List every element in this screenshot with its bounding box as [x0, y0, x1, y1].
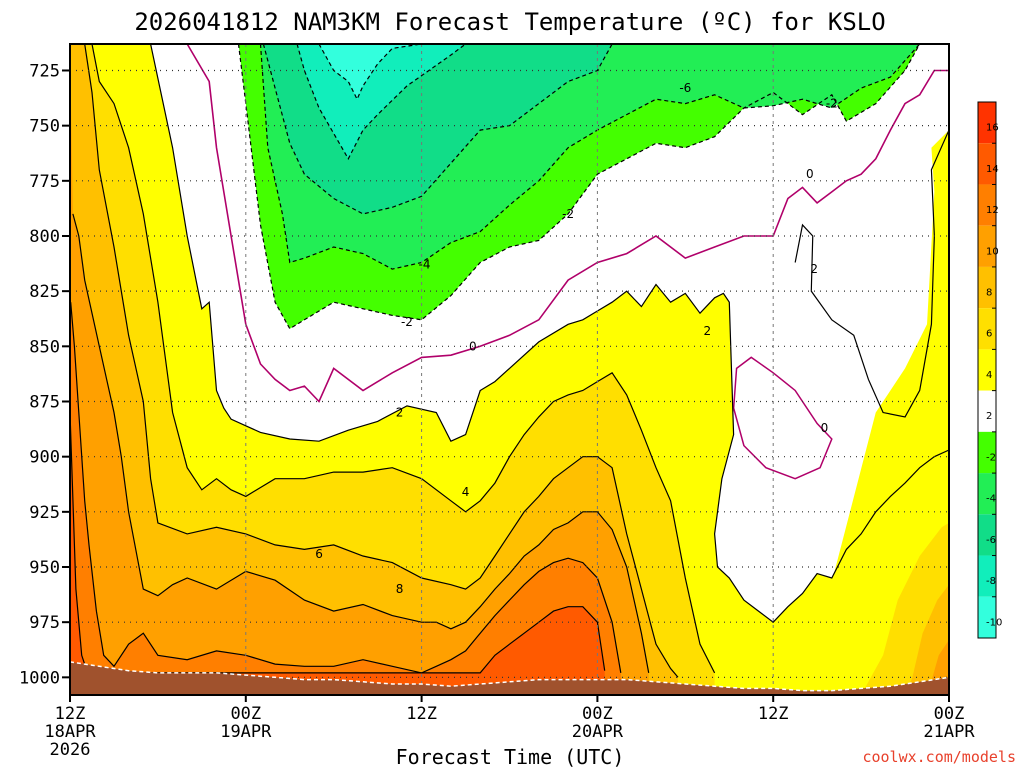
- contour-label: 2: [703, 324, 711, 338]
- colorbar-swatch: [978, 308, 996, 350]
- contour-line-6: [84, 44, 679, 678]
- x-tick-label: 20APR: [572, 722, 624, 742]
- surface-edge: [70, 661, 949, 692]
- colorbar-tick-label: 12: [986, 205, 999, 216]
- contour-line--10: [318, 44, 422, 101]
- contour-line-12: [70, 412, 606, 674]
- colorbar-frame: [977, 101, 997, 639]
- contour-zero-loop: [732, 356, 833, 480]
- x-tick-label: 00Z: [582, 704, 613, 724]
- colorbar-tick-label: -4: [986, 494, 996, 505]
- contour-label: -6: [679, 81, 691, 95]
- contour-line--8: [296, 44, 481, 161]
- y-tick-label: 750: [29, 117, 60, 137]
- x-tick-label: 12Z: [55, 704, 86, 724]
- chart-title: 2026041812 NAM3KM Forecast Temperature (…: [134, 8, 885, 36]
- colorbar-swatch: [978, 431, 996, 474]
- contour-label: 6: [315, 547, 323, 561]
- colorbar-tick-label: -6: [986, 535, 996, 546]
- ground-surface: [70, 661, 949, 695]
- contour-label: 8: [396, 582, 404, 596]
- colorbar-swatch: [978, 514, 996, 556]
- contour-label: 2: [396, 406, 404, 420]
- colorbar-swatch: [978, 143, 996, 185]
- contour-line-8: [72, 213, 650, 674]
- contour-line--6: [262, 44, 613, 215]
- contour-2-right: [794, 129, 949, 418]
- colorbar-tick-label: 16: [986, 123, 999, 134]
- colorbar-swatch: [978, 266, 996, 309]
- contour-line--4: [259, 44, 921, 270]
- y-tick-label: 875: [29, 392, 60, 412]
- x-tick-label: 12Z: [758, 704, 789, 724]
- colorbar-swatch: [978, 473, 996, 515]
- colorbar-tick-label: 14: [986, 164, 999, 175]
- x-tick-label: 18APR: [44, 722, 96, 742]
- contour-label: 0: [806, 167, 814, 181]
- contour-label: 2: [810, 262, 818, 276]
- region-12: [70, 412, 605, 695]
- y-axis: 725 750 775 800 825 850 875 900 925 950 975 1000: [19, 61, 70, 688]
- y-tick-label: 925: [29, 503, 60, 523]
- x-tick-label: 00Z: [934, 704, 965, 724]
- contour-line-0: [186, 44, 949, 403]
- contour-line-2: [150, 44, 949, 624]
- region-6: [70, 44, 678, 695]
- colorbar-swatch: [978, 555, 996, 597]
- colorbar-swatch: [978, 390, 996, 432]
- contour-label: 4: [462, 485, 470, 499]
- y-tick-label: 825: [29, 282, 60, 302]
- contour-label: 0: [821, 421, 829, 435]
- contour-line-10: [70, 302, 622, 674]
- contour-label: -2: [826, 97, 838, 111]
- colorbar-tick-label: 4: [986, 370, 992, 381]
- contour-line-4: [91, 44, 716, 674]
- y-tick-label: 775: [29, 172, 60, 192]
- region--10: [319, 44, 422, 100]
- x-tick-label: 21APR: [923, 722, 975, 742]
- colorbar-tick-label: 8: [986, 287, 992, 298]
- colorbar-swatch: [978, 596, 996, 638]
- colorbar-swatch: [978, 184, 996, 226]
- colorbar: 16 14 12 10 8 6 4 2 -2 -4 -6 -8 -10: [977, 101, 1002, 639]
- colorbar-tick-label: 10: [986, 246, 999, 257]
- contour-label: -4: [419, 258, 431, 272]
- y-tick-label: 725: [29, 61, 60, 81]
- region-right-yellow: [802, 130, 949, 695]
- colorbar-tick-label: 2: [986, 411, 992, 422]
- contour-label: 0: [469, 339, 477, 353]
- contour-label-layer: -6 -2 0 -2 -4 -2 0 2 2 2 0 4 6 8: [315, 81, 838, 596]
- y-tick-label: 1000: [19, 668, 60, 688]
- contour-label: -2: [401, 315, 413, 329]
- y-tick-label: 975: [29, 613, 60, 633]
- colorbar-tick-label: 6: [986, 329, 992, 340]
- y-tick-label: 850: [29, 337, 60, 357]
- colorbar-swatch: [978, 102, 996, 144]
- x-tick-label: 12Z: [406, 704, 437, 724]
- plot-frame: [69, 43, 950, 696]
- y-tick-label: 950: [29, 558, 60, 578]
- x-tick-label: 19APR: [220, 722, 272, 742]
- colorbar-tick-label: -8: [986, 576, 996, 587]
- x-axis-label: Forecast Time (UTC): [396, 745, 625, 768]
- contour-label: -2: [562, 207, 574, 221]
- colorbar-swatch: [978, 349, 996, 391]
- colorbar-swatch: [978, 225, 996, 267]
- grid-layer: [70, 44, 949, 695]
- plot-area: -6 -2 0 -2 -4 -2 0 2 2 2 0 4 6 8: [70, 44, 949, 695]
- credit-text: coolwx.com/models: [862, 748, 1016, 766]
- contour-line--2: [237, 44, 921, 330]
- colorbar-tick-label: -10: [986, 617, 1002, 628]
- y-tick-label: 800: [29, 227, 60, 247]
- contour-layer: [70, 44, 949, 695]
- y-tick-label: 900: [29, 448, 60, 468]
- colorbar-tick-label: -2: [986, 452, 996, 463]
- x-tick-label: 2026: [50, 740, 91, 760]
- x-tick-label: 00Z: [230, 704, 261, 724]
